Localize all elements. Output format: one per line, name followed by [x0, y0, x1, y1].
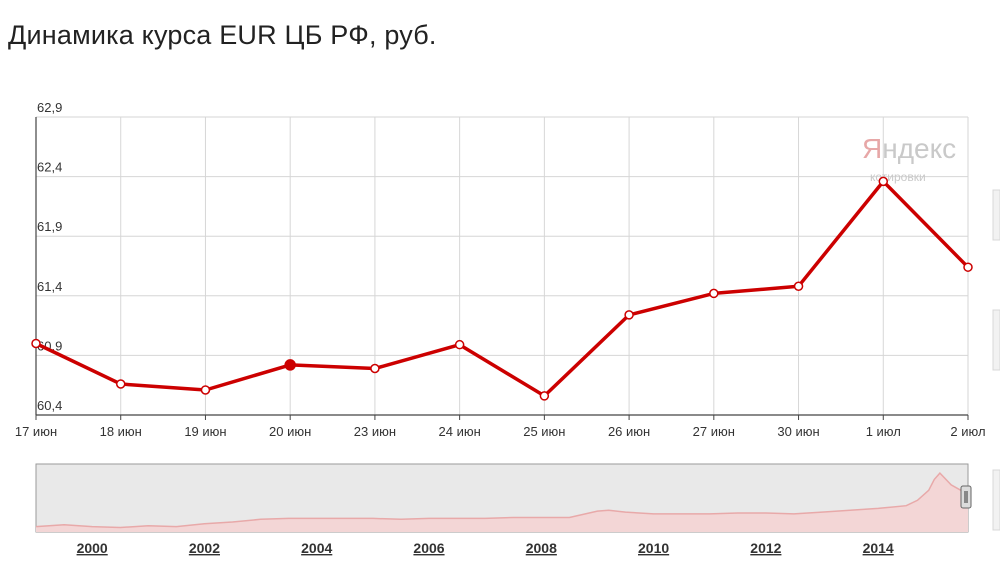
- navigator-year-label[interactable]: 2004: [301, 540, 332, 556]
- scroll-stub-top[interactable]: [992, 189, 1000, 241]
- scroll-stub-middle[interactable]: [992, 309, 1000, 371]
- series-line-eur: [34, 179, 970, 398]
- y-tick-label: 62,4: [37, 160, 62, 175]
- navigator-year-labels: 2000 2002 2004 2006 2008 2010 2012 2014: [77, 540, 894, 556]
- data-point[interactable]: [878, 176, 889, 187]
- y-tick-label: 61,9: [37, 219, 62, 234]
- x-tick-label: 2 июл: [950, 424, 985, 439]
- x-tick-label: 24 июн: [439, 424, 481, 439]
- x-tick-label: 23 июн: [354, 424, 396, 439]
- navigator-year-label[interactable]: 2008: [526, 540, 557, 556]
- watermark-brand-rest: ндекс: [882, 133, 956, 164]
- navigator-year-label[interactable]: 2002: [189, 540, 220, 556]
- scroll-stub-bottom[interactable]: [992, 469, 1000, 531]
- data-point[interactable]: [115, 379, 126, 389]
- navigator-year-label[interactable]: 2014: [863, 540, 894, 556]
- x-tick-label: 26 июн: [608, 424, 650, 439]
- navigator-handle-grip[interactable]: [960, 485, 972, 509]
- x-tick-label: 27 июн: [693, 424, 735, 439]
- x-tick-label: 19 июн: [184, 424, 226, 439]
- series-points: [31, 176, 973, 401]
- y-axis-tick-labels: 60,4 60,9 61,4 61,9 62,4 62,9: [37, 100, 62, 413]
- right-scroll-stubs[interactable]: [992, 189, 1000, 531]
- chart-title: Динамика курса EUR ЦБ РФ, руб.: [8, 20, 437, 50]
- navigator-year-label[interactable]: 2012: [750, 540, 781, 556]
- y-tick-label: 60,4: [37, 398, 62, 413]
- data-point[interactable]: [454, 339, 465, 350]
- data-point[interactable]: [200, 385, 211, 395]
- navigator-year-label[interactable]: 2006: [413, 540, 444, 556]
- watermark-brand-first: Я: [862, 133, 882, 164]
- x-tick-label: 25 июн: [523, 424, 565, 439]
- x-tick-label: 20 июн: [269, 424, 311, 439]
- navigator-year-label[interactable]: 2010: [638, 540, 669, 556]
- data-point-highlighted[interactable]: [284, 359, 296, 371]
- y-tick-label: 61,4: [37, 279, 62, 294]
- x-tick-label: 18 июн: [100, 424, 142, 439]
- navigator-year-label[interactable]: 2000: [77, 540, 108, 556]
- data-point[interactable]: [370, 363, 380, 374]
- y-tick-label: 62,9: [37, 100, 62, 115]
- main-axes: [35, 117, 969, 420]
- x-axis-tick-labels: 17 июн 18 июн 19 июн 20 июн 23 июн 24 июн 25 и…: [15, 424, 986, 439]
- x-tick-label: 17 июн: [15, 424, 57, 439]
- y-tick-label: 60,9: [37, 338, 62, 353]
- main-gridlines: [36, 116, 969, 415]
- x-tick-label: 30 июн: [777, 424, 819, 439]
- data-point[interactable]: [793, 281, 804, 292]
- watermark-sub: котировки: [870, 170, 926, 184]
- x-tick-label: 1 июл: [866, 424, 901, 439]
- yandex-watermark: Яндекс котировки: [862, 133, 956, 184]
- navigator-line: [35, 471, 969, 529]
- data-point[interactable]: [963, 262, 973, 272]
- navigator-area-fill: [36, 473, 968, 532]
- data-point[interactable]: [31, 338, 41, 349]
- data-point[interactable]: [624, 310, 634, 320]
- data-point[interactable]: [709, 288, 719, 299]
- series-line: [34, 179, 970, 398]
- navigator-area: [35, 471, 969, 532]
- navigator-handle[interactable]: [960, 485, 972, 509]
- svg-text:Яндекс: Яндекс: [862, 133, 956, 164]
- data-point[interactable]: [539, 391, 550, 401]
